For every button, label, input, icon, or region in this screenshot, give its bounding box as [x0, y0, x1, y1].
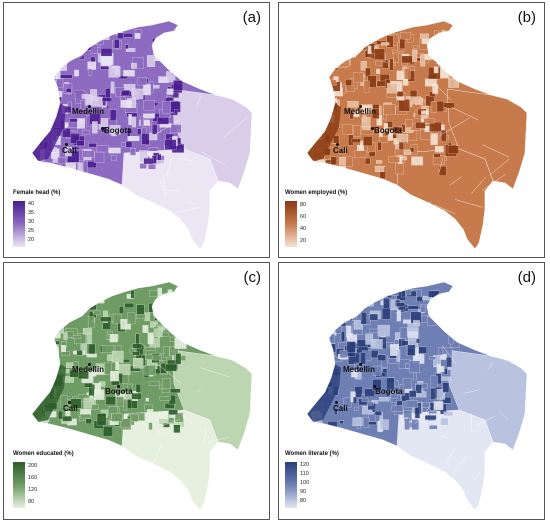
- city-label-bogota: Bogota: [375, 387, 403, 396]
- city-marker-bogota: [371, 127, 374, 130]
- legend-tick: 60: [300, 214, 307, 220]
- city-marker-bogota: [117, 385, 120, 388]
- panel-label: (a): [242, 9, 261, 26]
- city-label-cali: Cali: [333, 404, 348, 413]
- legend-colorbar: [13, 201, 25, 247]
- legend-colorbar: [285, 201, 297, 247]
- legend-title: Women literate (%): [285, 451, 339, 457]
- city-label-cali: Cali: [62, 146, 77, 155]
- map-women-educated: [31, 281, 253, 511]
- city-label-medellin: Medellin: [72, 107, 105, 116]
- legend-tick: 25: [28, 228, 35, 234]
- legend-tick: 80: [300, 498, 307, 504]
- city-marker-medellin: [359, 105, 362, 108]
- city-label-cali: Cali: [63, 404, 78, 413]
- city-marker-cali: [65, 143, 68, 146]
- city-label-bogota: Bogota: [374, 126, 402, 135]
- city-marker-medellin: [88, 105, 91, 108]
- panel-d: (d) Women literate (%) 120 110 100 90 80…: [278, 262, 545, 520]
- city-marker-medellin: [359, 363, 362, 366]
- map-female-head: [31, 20, 253, 250]
- city-marker-cali: [68, 401, 71, 404]
- map-women-employed: [306, 20, 528, 250]
- legend-tick: 120: [28, 487, 38, 493]
- city-label-medellin: Medellin: [72, 365, 105, 374]
- legend-tick: 30: [28, 219, 35, 225]
- legend-tick: 200: [28, 463, 38, 469]
- city-marker-cali: [336, 143, 339, 146]
- city-marker-bogota: [101, 127, 104, 130]
- legend-title: Women educated (%): [13, 451, 74, 457]
- legend-title: Women employed (%): [285, 190, 348, 196]
- legend-tick: 80: [28, 499, 35, 505]
- city-marker-cali: [335, 401, 338, 404]
- legend-title: Female head (%): [13, 190, 61, 196]
- legend-colorbar: [13, 462, 25, 508]
- legend-tick: 90: [300, 489, 307, 495]
- legend-tick: 110: [300, 471, 309, 477]
- legend-tick: 40: [28, 201, 35, 207]
- legend-colorbar: [285, 462, 297, 508]
- legend-tick: 20: [28, 237, 35, 243]
- city-label-medellin: Medellin: [344, 107, 377, 116]
- panel-b: (b) Women employed (%) 80 60 40 20 Medel…: [278, 2, 545, 258]
- panel-a: (a) Female head (%) 40 35 30 25 20 Medel…: [3, 2, 270, 258]
- legend-tick: 160: [28, 475, 38, 481]
- city-label-cali: Cali: [333, 146, 348, 155]
- legend-tick: 120: [300, 462, 310, 468]
- panel-c: (c) Women educated (%) 200 160 120 80 Me…: [3, 262, 270, 520]
- legend-tick: 80: [300, 202, 307, 208]
- city-marker-bogota: [373, 385, 376, 388]
- panel-label: (d): [517, 269, 536, 286]
- panel-label: (c): [243, 269, 262, 286]
- map-women-literate: [306, 281, 528, 511]
- city-label-bogota: Bogota: [105, 387, 133, 396]
- legend-tick: 20: [300, 238, 307, 244]
- legend-tick: 40: [300, 226, 307, 232]
- panel-label: (b): [517, 9, 536, 26]
- city-marker-medellin: [88, 363, 91, 366]
- legend-tick: 100: [300, 480, 310, 486]
- city-label-bogota: Bogota: [104, 126, 132, 135]
- legend-tick: 35: [28, 210, 35, 216]
- city-label-medellin: Medellin: [343, 365, 376, 374]
